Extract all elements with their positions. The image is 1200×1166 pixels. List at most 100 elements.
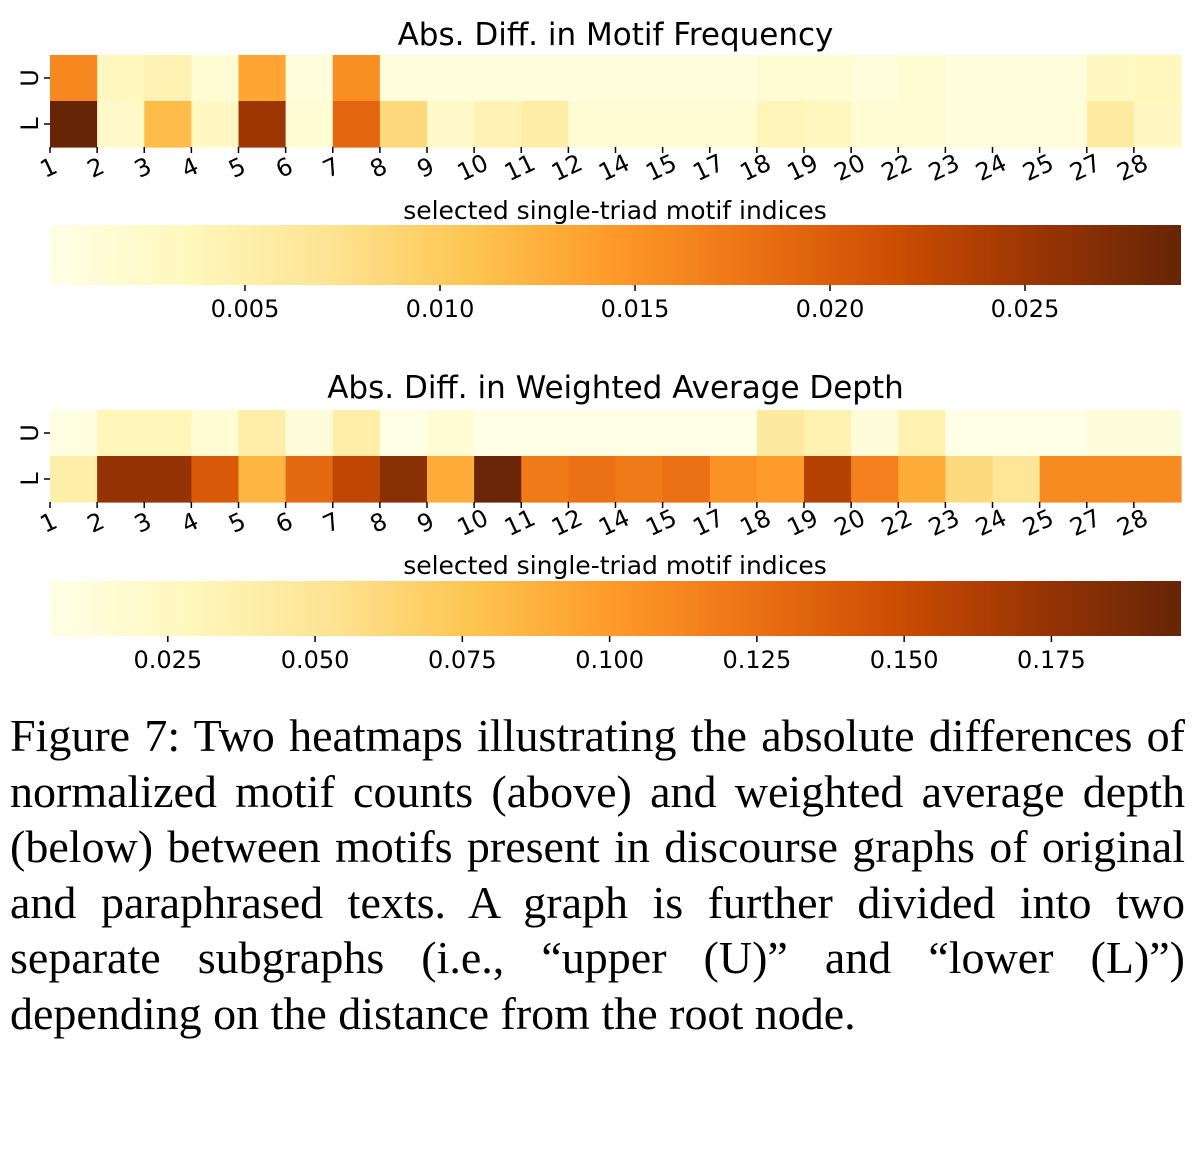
heatmap-cell-L-25 [1039,456,1088,503]
colorbar-tick-label: 0.175 [1017,646,1086,674]
heatmap-cell-L-1 [50,456,98,503]
heatmap-cell-U-9 [427,55,475,102]
heatmap-cell-U-28 [1133,55,1182,102]
col-label-3: 3 [130,507,156,539]
heatmap-cell-U-2 [97,410,145,457]
heatmap-cell-U-27 [1086,55,1135,102]
heatmap-cell-L-17 [709,101,758,148]
heatmap-cell-U-4 [191,410,240,457]
heatmap-cell-U-4 [191,55,240,102]
col-label-27: 27 [1066,149,1106,187]
heatmap-cell-U-14 [615,410,664,457]
col-label-24: 24 [971,504,1011,542]
heatmap-cell-U-18 [756,410,805,457]
heatmap-cell-L-1 [50,101,98,148]
row-label-U: U [16,424,44,442]
heatmap-cell-U-25 [1039,410,1088,457]
heatmap-cell-L-28 [1133,456,1182,503]
col-label-9: 9 [413,507,439,539]
heatmap-cell-L-11 [521,456,569,503]
heatmap-cell-U-8 [379,55,428,102]
heatmap-cell-U-6 [285,410,334,457]
heatmap-cell-L-18 [756,101,805,148]
heatmap-cell-U-10 [474,410,522,457]
heatmap-cell-L-22 [898,101,946,148]
heatmap-cell-U-27 [1086,410,1135,457]
heatmap-cell-L-22 [898,456,946,503]
heatmap-cell-L-27 [1086,101,1135,148]
heatmap-cell-U-2 [97,55,145,102]
col-label-5: 5 [224,507,250,539]
col-label-23: 23 [924,504,964,542]
col-label-25: 25 [1018,504,1058,542]
heatmap-cell-L-14 [615,101,664,148]
col-label-5: 5 [224,152,250,184]
heatmap-cell-L-2 [97,456,145,503]
heatmap-cell-U-20 [851,55,899,102]
heatmap-cell-L-19 [804,101,852,148]
heatmap-cell-L-14 [615,456,664,503]
figure-caption: Figure 7: Two heatmaps illustrating the … [10,710,1185,1039]
colorbar-tick-label: 0.125 [723,646,792,674]
heatmap-cell-U-15 [662,55,711,102]
colorbar-tick-label: 0.150 [870,646,939,674]
row-label-L: L [16,117,44,131]
heatmap-cell-U-5 [238,410,287,457]
heatmap-cell-L-10 [474,456,522,503]
heatmap-cell-L-8 [379,456,428,503]
col-label-28: 28 [1113,504,1153,542]
heatmap-cell-U-1 [50,410,98,457]
heatmap-cell-L-8 [379,101,428,148]
col-label-19: 19 [783,149,823,187]
colorbar-tick-label: 0.100 [575,646,644,674]
col-label-15: 15 [641,149,681,187]
x-axis-label: selected single-triad motif indices [403,196,827,225]
heatmap-cell-L-6 [285,456,334,503]
col-label-22: 22 [877,149,917,187]
col-label-10: 10 [453,504,493,542]
heatmap-cell-L-9 [427,456,475,503]
heatmap-cell-U-7 [332,410,381,457]
heatmap-cell-L-10 [474,101,522,148]
heatmap-cell-U-3 [144,55,192,102]
heatmap-cell-L-28 [1133,101,1182,148]
col-label-18: 18 [736,504,776,542]
heatmap-cell-U-9 [427,410,475,457]
heatmap-cell-L-3 [144,456,192,503]
heatmap-cell-L-7 [332,456,381,503]
col-label-25: 25 [1018,149,1058,187]
col-label-11: 11 [500,504,540,542]
heatmap-cell-U-6 [285,55,334,102]
heatmap-cell-U-14 [615,55,664,102]
heatmap-cell-L-20 [851,456,899,503]
col-label-23: 23 [924,149,964,187]
x-axis-label: selected single-triad motif indices [403,551,827,580]
col-label-18: 18 [736,149,776,187]
heatmap-cell-L-15 [662,101,711,148]
col-label-10: 10 [453,149,493,187]
col-label-28: 28 [1113,149,1153,187]
col-label-24: 24 [971,149,1011,187]
heatmap-cell-U-11 [521,55,569,102]
heatmap-cell-L-23 [945,101,994,148]
chart-title: Abs. Diff. in Weighted Average Depth [327,370,904,406]
heatmap-cell-U-12 [568,55,617,102]
heatmap-cell-L-7 [332,101,381,148]
heatmap-cell-L-19 [804,456,852,503]
colorbar-tick-label: 0.075 [428,646,497,674]
col-label-4: 4 [177,152,203,184]
heatmap-cell-U-3 [144,410,192,457]
heatmap-cell-L-5 [238,456,287,503]
heatmap-cell-U-5 [238,55,287,102]
heatmap-cell-L-4 [191,456,240,503]
heatmap-cell-U-24 [992,55,1041,102]
heatmap-cell-L-5 [238,101,287,148]
col-label-1: 1 [36,152,62,184]
colorbar [50,581,1181,636]
heatmap-cell-U-22 [898,410,946,457]
heatmap-cell-L-17 [709,456,758,503]
col-label-15: 15 [641,504,681,542]
